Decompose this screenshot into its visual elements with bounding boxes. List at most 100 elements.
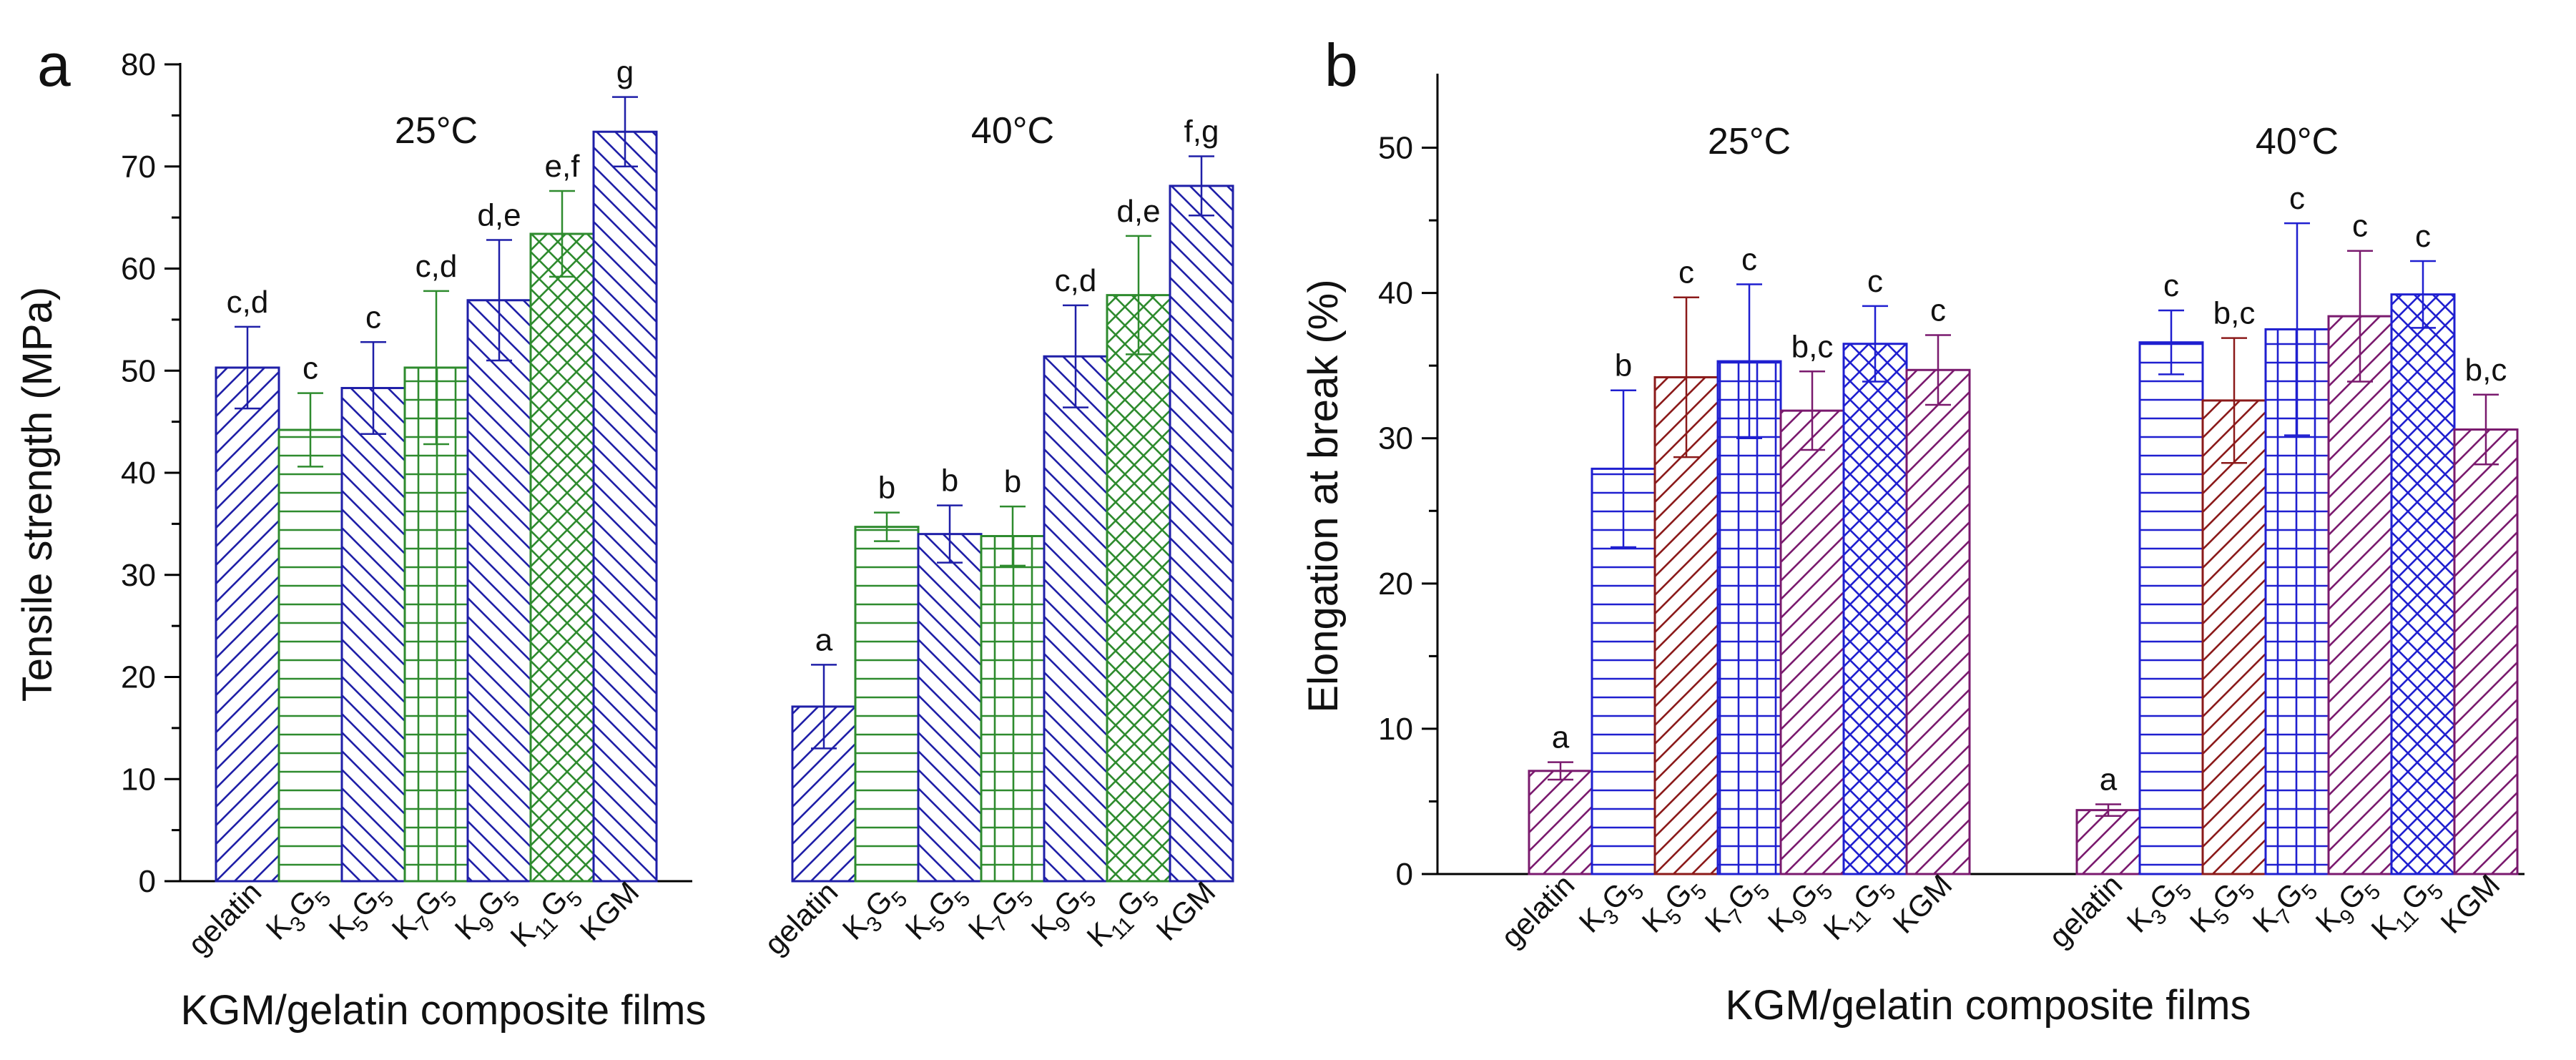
y-tick-label: 50 [1378,131,1413,166]
x-tick-label: KGM [1886,868,1958,940]
panel-letter: b [1324,31,1358,99]
bar [980,535,1046,883]
x-tick-label: K7G5 [962,875,1038,951]
y-tick-label: 60 [121,252,156,287]
bar [277,428,343,883]
significance-label: d,e [477,198,521,233]
panel-letter: a [37,31,71,99]
y-tick-label: 30 [1378,421,1413,456]
significance-label: b [1615,348,1632,383]
x-tick-label: K7G5 [385,875,462,951]
bar [2138,341,2204,875]
significance-label: c [2352,209,2368,244]
group-label: 40°C [971,110,1054,152]
x-tick-label: K11G5 [1817,868,1900,951]
y-tick-label: 80 [121,47,156,82]
x-tick-label: gelatin [182,875,268,961]
x-tick-label: K5G5 [1636,868,1712,944]
significance-label: c,d [416,249,458,284]
bar [854,526,920,883]
significance-label: c [1930,293,1946,328]
bar [2453,428,2519,875]
y-tick-label: 10 [121,762,156,797]
x-tick-label: K3G5 [260,875,336,951]
significance-label: d,e [1116,194,1160,229]
x-tick-label: K11G5 [2364,868,2448,951]
y-tick-label: 30 [121,558,156,593]
significance-label: c [2415,219,2431,254]
bar [1043,355,1108,883]
x-tick-label: K3G5 [2120,868,2197,944]
y-tick-label: 0 [1396,857,1413,892]
significance-label: b,c [2213,296,2256,331]
x-tick-label: K3G5 [1573,868,1649,944]
x-tick-label: K7G5 [2246,868,2323,944]
group-label: 25°C [395,110,478,152]
bar [466,299,532,883]
x-tick-label: K5G5 [899,875,975,951]
y-tick-label: 10 [1378,712,1413,747]
x-tick-label: K3G5 [836,875,913,951]
significance-label: c [1678,255,1694,290]
significance-label: c,d [1055,263,1097,298]
bar [1653,376,1719,875]
bar [1842,343,1908,875]
significance-label: c [2163,268,2179,303]
bar [529,232,595,883]
bar [2201,399,2267,875]
y-axis-title: Tensile strength (MPa) [14,287,61,702]
y-tick-label: 70 [121,149,156,185]
bar [1106,294,1171,883]
y-tick-label: 40 [1378,276,1413,311]
x-tick-label: gelatin [1495,868,1581,954]
y-tick-label: 0 [139,864,156,899]
x-tick-label: K7G5 [1699,868,1775,944]
significance-label: c [1867,264,1883,299]
y-axis-title: Elongation at break (%) [1300,279,1347,712]
bar [1716,360,1782,875]
significance-label: b [878,471,895,506]
significance-label: c [303,351,318,386]
significance-label: c,d [227,285,269,320]
x-tick-label: K5G5 [323,875,399,951]
y-tick-label: 20 [121,660,156,695]
significance-label: c [365,300,381,335]
panel-a: a Tensile strength (MPa) KGM/gelatin compo… [14,31,1234,1034]
significance-label: b,c [1791,329,1834,364]
significance-label: b,c [2465,353,2507,388]
x-tick-label: K11G5 [503,875,587,958]
group-label: 25°C [1708,121,1791,162]
x-tick-label: KGM [2434,868,2506,940]
significance-label: c [1741,242,1757,277]
bar [592,130,658,883]
x-tick-label: KGM [1149,875,1221,947]
x-tick-label: gelatin [758,875,845,961]
bar [1779,409,1845,875]
significance-label: a [2100,762,2118,798]
bar [403,366,469,883]
x-tick-label: gelatin [2042,868,2129,954]
bar [2390,293,2456,875]
y-tick-label: 50 [121,353,156,388]
bar [1528,770,1593,875]
significance-label: g [616,55,634,90]
x-tick-label: K11G5 [1080,875,1164,958]
significance-label: b [941,463,958,499]
bar [1905,368,1971,875]
bar [2327,315,2393,875]
bar [340,387,406,883]
significance-label: c [2289,181,2305,216]
significance-label: b [1004,464,1021,499]
x-tick-label: K5G5 [2183,868,2260,944]
y-tick-label: 20 [1378,566,1413,602]
bar [215,366,280,883]
x-tick-label: KGM [573,875,645,947]
significance-label: a [1552,720,1570,755]
bar [1169,185,1234,883]
bar [917,533,983,883]
significance-label: a [815,622,833,657]
group-label: 40°C [2256,121,2339,162]
bar [2075,809,2141,875]
x-axis-title: KGM/gelatin composite films [181,987,707,1034]
